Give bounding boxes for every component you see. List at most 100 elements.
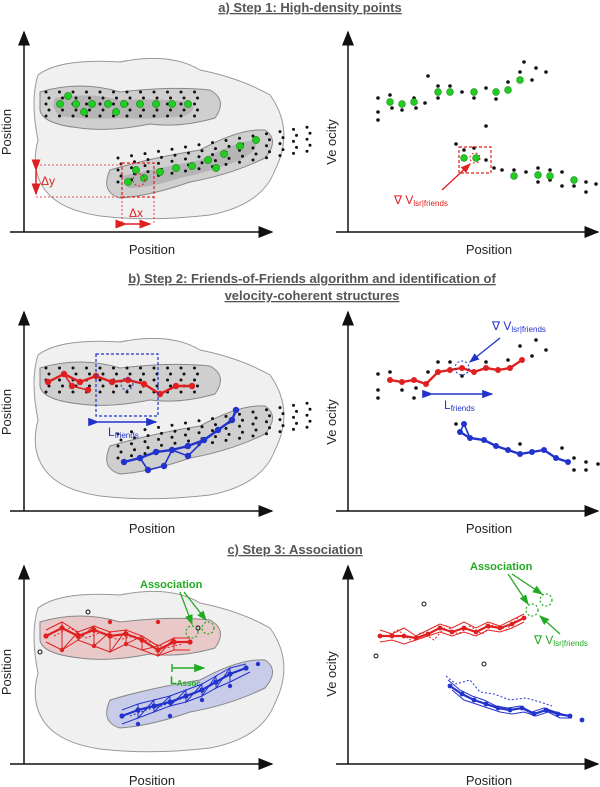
grid-dot [197,419,201,423]
grid-dot [265,132,268,136]
grid-dot [265,408,268,412]
grid-dot [295,409,298,413]
blue-nodes [120,406,240,474]
focus-circle [120,377,134,391]
grid-dot [193,90,196,94]
focus-circle [454,360,470,376]
grid-dot [169,108,172,112]
grid-dot [143,440,147,444]
grid-dot [254,152,258,156]
grid-dot [173,153,177,157]
grid-dot [125,390,129,394]
grid-dot [200,425,204,429]
grid-dot [265,432,268,436]
grid-dot [170,423,174,427]
grid-dot [119,450,123,454]
grid-dot [224,414,228,418]
scatter-green-lower [460,154,578,184]
grid-dot [160,443,163,447]
grid-dot [143,428,147,432]
grid-dot [98,102,102,106]
red-chain [47,372,192,396]
black-dots-lower [116,401,312,460]
grid-dot [116,456,120,460]
delta-y-label: Δy [41,174,55,188]
blob-upper [39,615,221,660]
grid-dot [214,435,217,439]
grid-dot [133,448,136,452]
delta-x-label: Δx [129,206,143,220]
y-axis-label: Position [0,649,14,695]
grid-dot [197,167,201,171]
grid-dot [214,423,217,427]
grid-dot [169,96,172,100]
grid-dot [211,153,214,157]
grid-dot [179,90,183,94]
red-nodes [43,619,193,653]
grid-dot [112,90,115,94]
grid-dot [166,114,169,118]
x-axis-label: Position [466,773,512,787]
grid-dot [98,114,102,118]
grid-dot [305,137,309,141]
grid-dot [130,166,133,170]
grid-dot [157,425,160,429]
grid-dot [128,96,132,100]
x-axis-label: Position [466,521,512,536]
grid-dot [146,170,150,174]
grid-dot [295,133,298,137]
grid-dot [173,429,177,433]
grid-dot [115,384,118,388]
grid-dot [184,145,187,149]
gradient-label: ∇ Vlsr|friends [491,319,546,334]
blue-nodes [457,421,571,465]
grid-dot [133,436,136,440]
grid-dot [305,401,309,405]
grid-dot [85,366,88,370]
grid-dot [193,102,196,106]
grid-dot [211,429,214,433]
grid-dot [184,169,187,173]
panel-c-right: Association ∇ Vlsr|friends Position Ve o… [324,561,600,787]
grid-dot [179,102,183,106]
l-friends-label: Lfriends [444,398,475,413]
grid-dot [187,439,190,443]
grid-dot [116,168,120,172]
grid-dot [227,156,231,160]
grid-dot [71,114,75,118]
grid-dot [251,422,255,426]
grid-dot [197,143,201,147]
grid-dot [61,96,64,100]
grid-dot [143,152,147,156]
x-axis-label: Position [466,242,512,257]
title-step3: c) Step 3: Association [227,542,362,557]
grid-dot [268,414,271,418]
grid-dot [101,96,105,100]
grid-dot [268,150,271,154]
grid-dot [155,384,159,388]
y-axis-label: Ve ocity [324,399,339,445]
grid-dot [125,366,129,370]
association-arrow [511,573,544,595]
grid-dot [58,90,61,94]
grid-dot [128,384,132,388]
grid-dot [146,434,150,438]
grid-dot [182,96,186,100]
gradient-arrow [441,163,471,191]
green-dots-lower [124,136,260,186]
grid-dot [47,372,51,376]
grid-dot [184,157,187,161]
grid-dot [71,390,75,394]
grid-dot [251,158,255,162]
grid-dot [169,372,172,376]
grid-dot [139,90,142,94]
grid-dot [238,436,241,440]
grid-dot [182,108,186,112]
grid-dot [115,96,118,100]
grid-dot [152,114,156,118]
grid-dot [179,378,183,382]
panel-b-left: Lfriends Position Position [0,310,312,536]
red-chain [45,626,190,652]
grid-dot [71,366,75,370]
